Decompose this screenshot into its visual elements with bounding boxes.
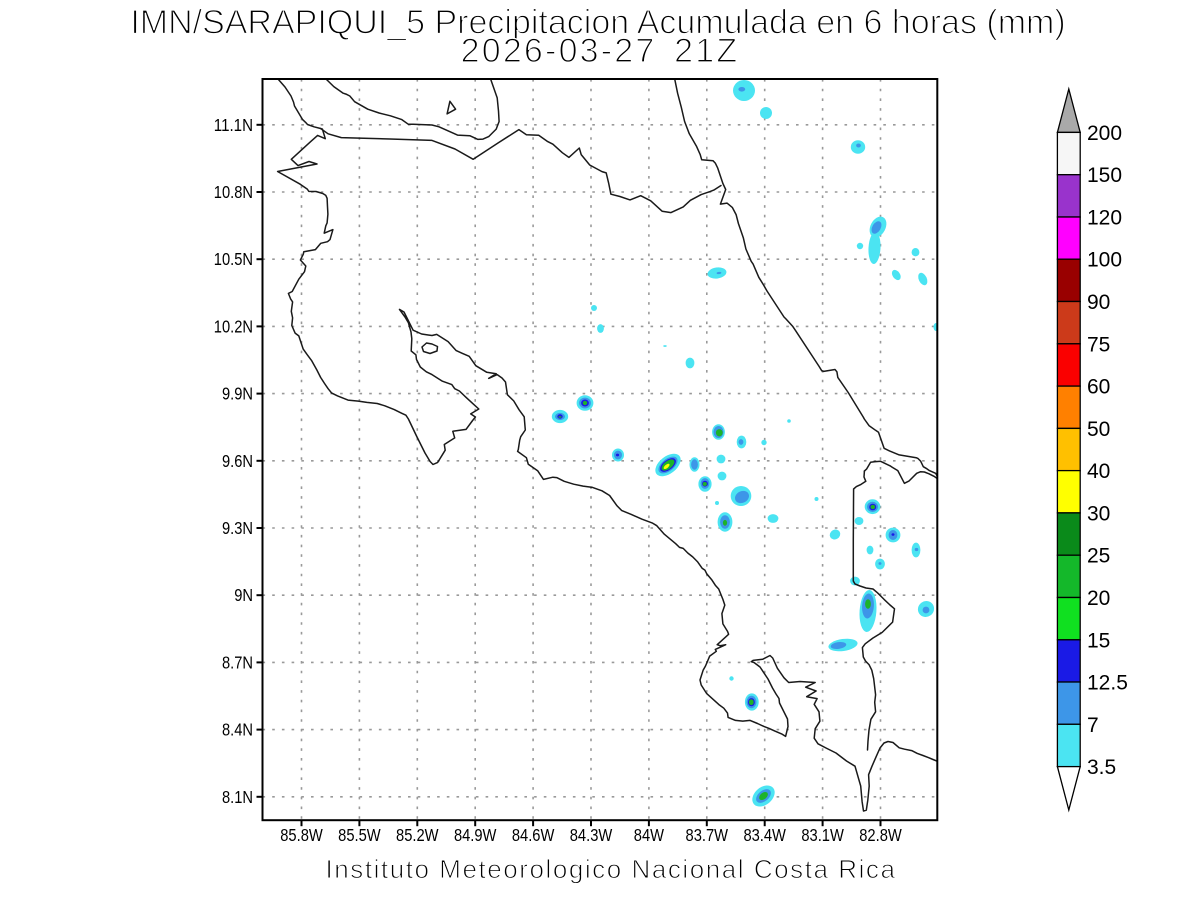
svg-text:200: 200 <box>1087 122 1122 145</box>
svg-text:85.2W: 85.2W <box>396 825 439 845</box>
svg-text:15: 15 <box>1087 629 1110 652</box>
svg-text:2026-03-27 21Z: 2026-03-27 21Z <box>461 32 740 70</box>
svg-text:84.6W: 84.6W <box>512 825 555 845</box>
svg-text:10.5N: 10.5N <box>214 249 253 269</box>
svg-text:100: 100 <box>1087 249 1122 272</box>
svg-text:Instituto Meteorologico Nacion: Instituto Meteorologico Nacional Costa R… <box>325 854 896 884</box>
svg-text:7: 7 <box>1087 714 1099 737</box>
svg-text:11.1N: 11.1N <box>214 115 253 135</box>
svg-text:60: 60 <box>1087 376 1110 399</box>
svg-text:30: 30 <box>1087 502 1110 525</box>
svg-text:83.7W: 83.7W <box>686 825 729 845</box>
svg-text:83.1W: 83.1W <box>801 825 844 845</box>
svg-text:85.8W: 85.8W <box>280 825 323 845</box>
svg-text:2026-03-27 21Z: 2026-03-27 21Z <box>461 32 740 70</box>
svg-text:IMN/SARAPIQUI_5 Precipitacion: IMN/SARAPIQUI_5 Precipitacion Acumulada … <box>130 4 1065 42</box>
svg-text:Instituto Meteorologico Nacion: Instituto Meteorologico Nacional Costa R… <box>325 854 896 884</box>
svg-text:150: 150 <box>1087 164 1122 187</box>
svg-text:9.6N: 9.6N <box>222 451 253 471</box>
svg-text:85.5W: 85.5W <box>338 825 381 845</box>
svg-text:83.4W: 83.4W <box>743 825 786 845</box>
svg-text:9.3N: 9.3N <box>222 518 253 538</box>
svg-text:12.5: 12.5 <box>1087 672 1128 695</box>
svg-text:3.5: 3.5 <box>1087 756 1116 779</box>
svg-text:120: 120 <box>1087 207 1122 230</box>
svg-text:25: 25 <box>1087 545 1110 568</box>
svg-text:8.7N: 8.7N <box>222 652 253 672</box>
svg-text:84W: 84W <box>634 825 665 845</box>
svg-text:84.9W: 84.9W <box>454 825 497 845</box>
svg-text:IMN/SARAPIQUI_5 Precipitacion: IMN/SARAPIQUI_5 Precipitacion Acumulada … <box>130 4 1065 42</box>
svg-text:82.8W: 82.8W <box>859 825 902 845</box>
svg-text:9N: 9N <box>234 585 253 605</box>
svg-text:50: 50 <box>1087 418 1110 441</box>
svg-text:10.8N: 10.8N <box>214 182 253 202</box>
svg-text:8.1N: 8.1N <box>222 787 253 807</box>
svg-text:20: 20 <box>1087 587 1110 610</box>
svg-text:10.2N: 10.2N <box>214 316 253 336</box>
svg-text:84.3W: 84.3W <box>570 825 613 845</box>
svg-text:75: 75 <box>1087 333 1110 356</box>
svg-text:40: 40 <box>1087 460 1110 483</box>
svg-text:9.9N: 9.9N <box>222 384 253 404</box>
svg-text:8.4N: 8.4N <box>222 720 253 740</box>
svg-text:90: 90 <box>1087 291 1110 314</box>
